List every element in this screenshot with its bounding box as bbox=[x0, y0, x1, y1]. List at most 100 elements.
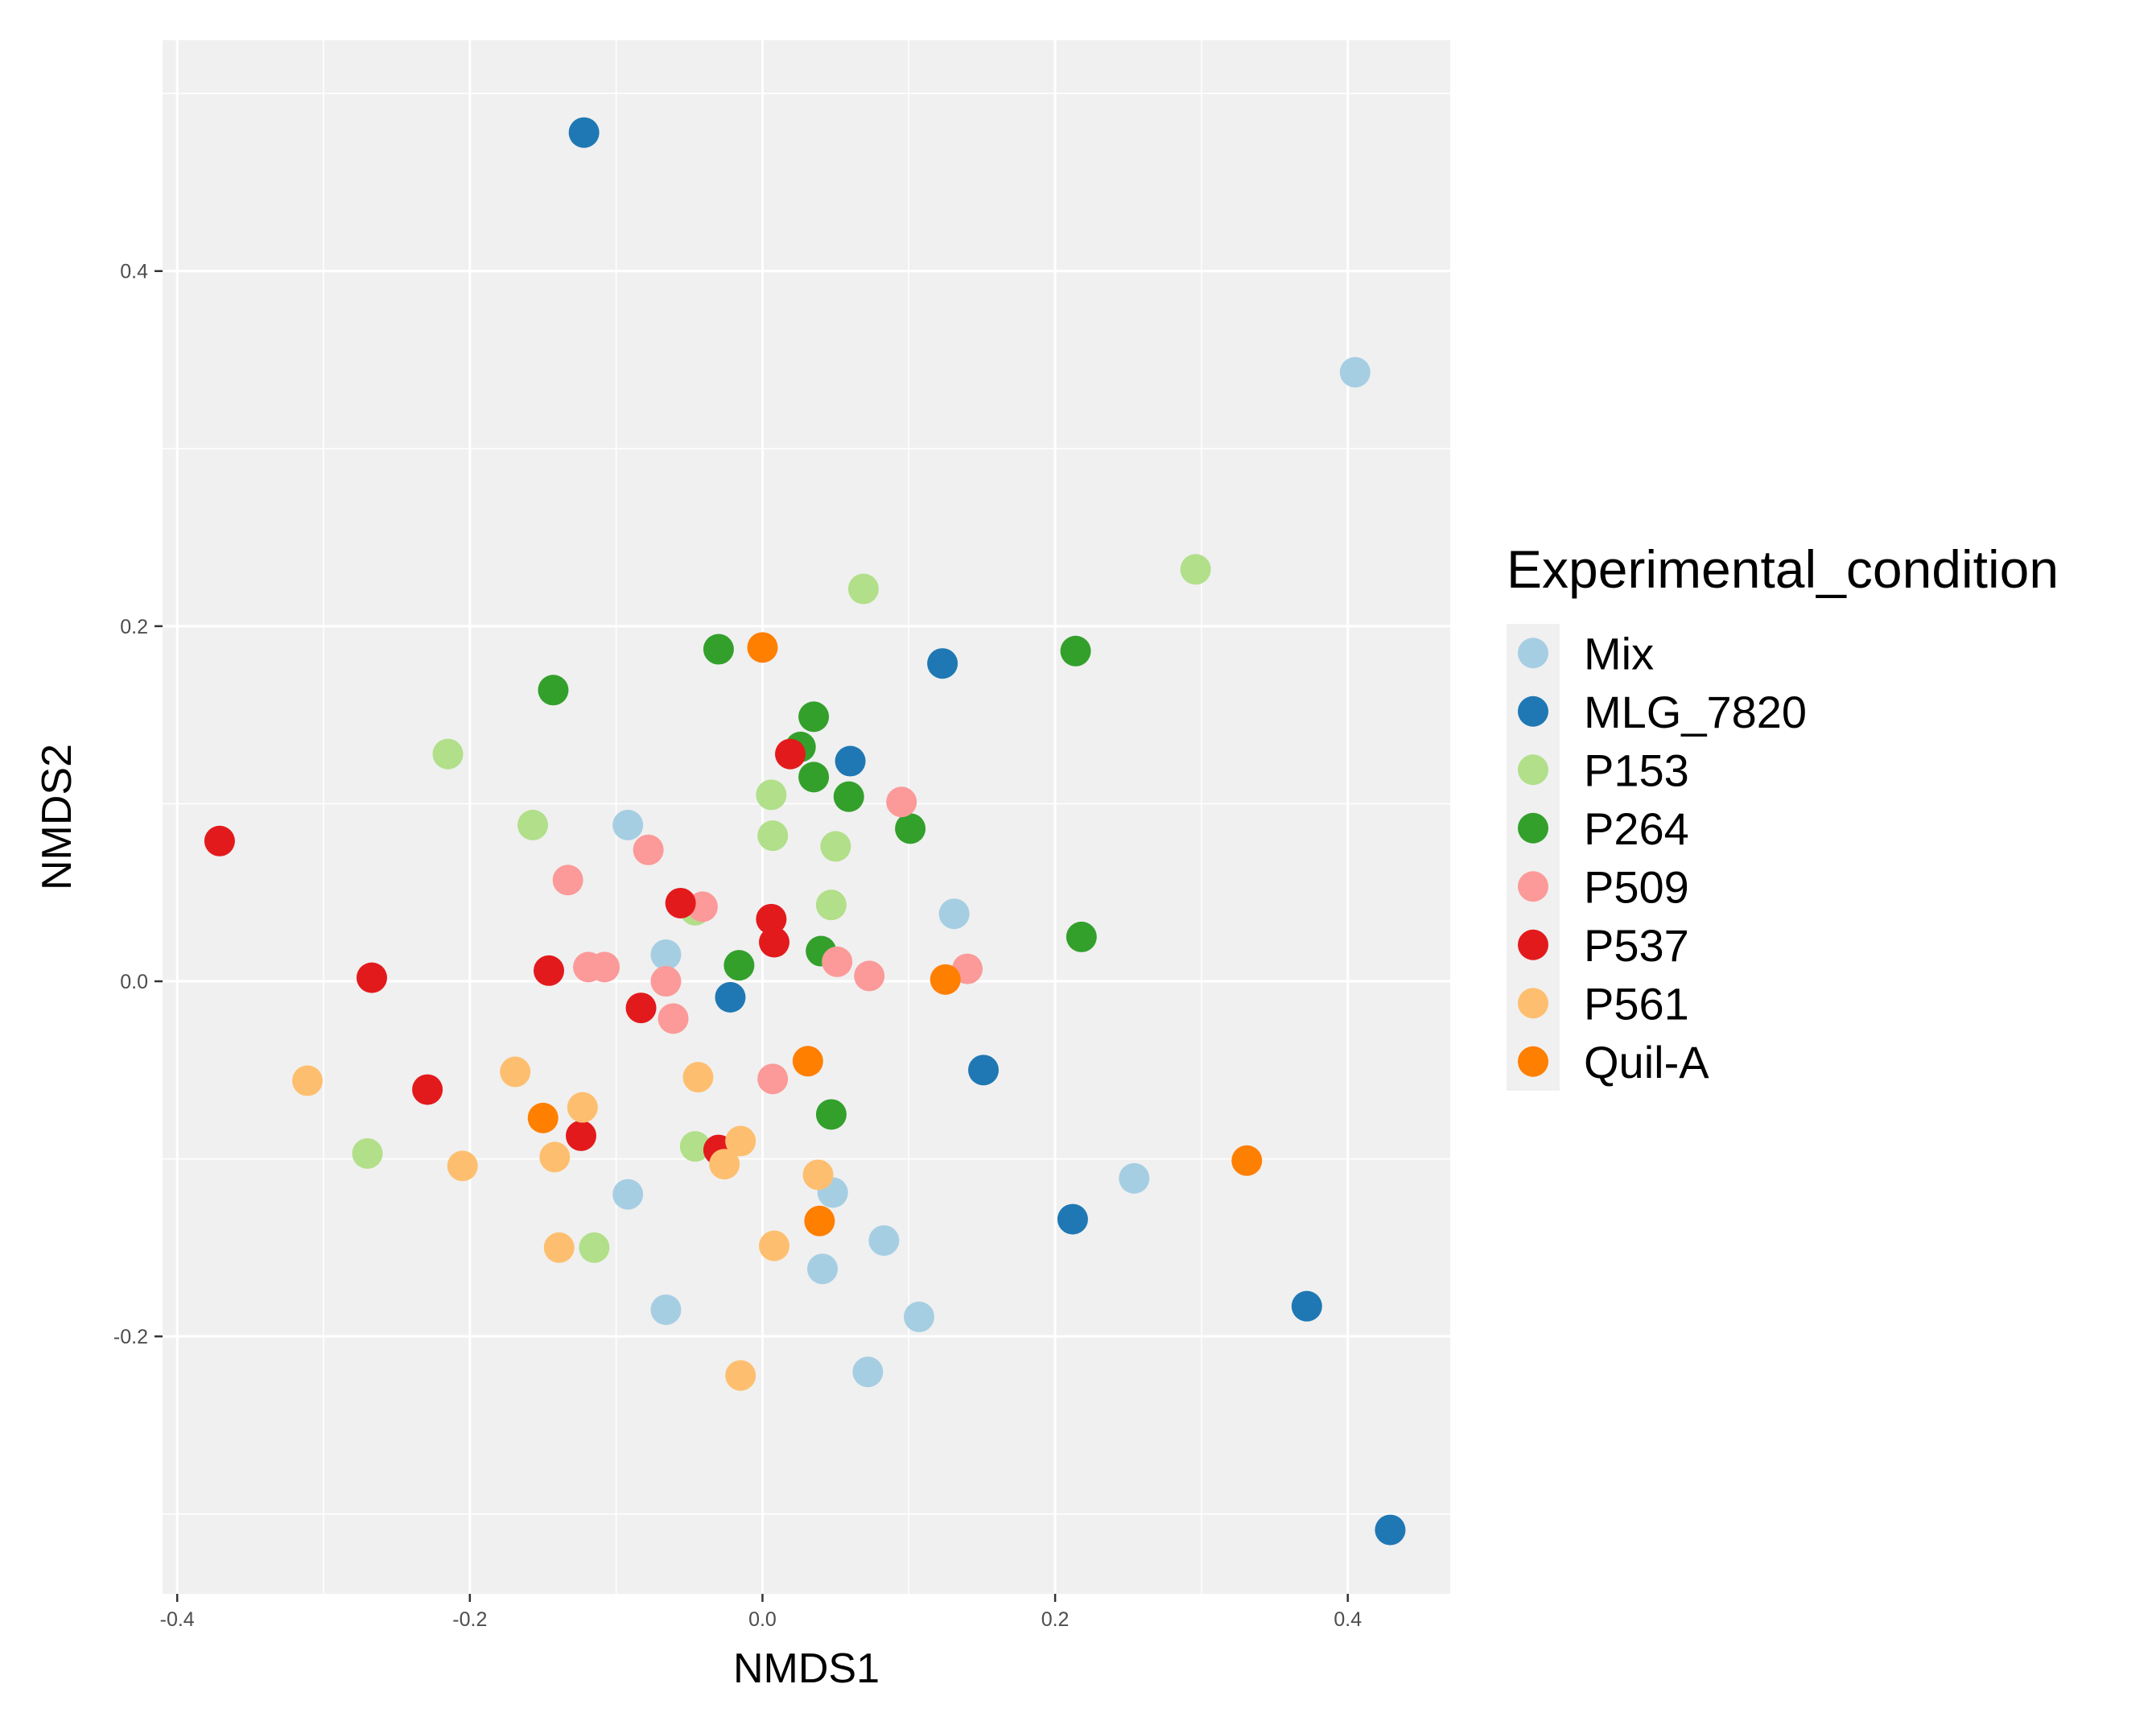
point-p537 bbox=[759, 927, 789, 958]
point-p537 bbox=[357, 962, 387, 993]
legend-key-p561 bbox=[1518, 988, 1548, 1019]
point-mix bbox=[852, 1356, 884, 1388]
point-mlg-7820 bbox=[1057, 1203, 1088, 1235]
legend-label-quil-a: Quil-A bbox=[1584, 1037, 1709, 1088]
point-mix bbox=[650, 939, 682, 970]
point-p561 bbox=[543, 1232, 575, 1263]
point-p264 bbox=[538, 675, 569, 706]
legend-key-mlg-7820 bbox=[1518, 695, 1548, 727]
point-p561 bbox=[682, 1062, 714, 1093]
point-p264 bbox=[798, 701, 830, 733]
point-p561 bbox=[759, 1230, 789, 1261]
point-p537 bbox=[665, 887, 696, 918]
y-tick-label: 0.0 bbox=[120, 971, 148, 993]
x-tick-label: 0.0 bbox=[748, 1608, 777, 1631]
point-mix bbox=[650, 1294, 682, 1326]
legend-key-p537 bbox=[1518, 929, 1548, 960]
point-p153 bbox=[820, 831, 851, 862]
point-p153 bbox=[757, 820, 789, 852]
point-p561 bbox=[567, 1092, 598, 1123]
point-p509 bbox=[552, 865, 583, 896]
point-p561 bbox=[725, 1360, 756, 1391]
legend-key-quil-a bbox=[1518, 1046, 1548, 1077]
legend-key-mix bbox=[1518, 638, 1548, 669]
point-p153 bbox=[756, 779, 787, 811]
point-mix bbox=[868, 1225, 900, 1257]
point-p264 bbox=[833, 781, 864, 812]
legend-label-p264: P264 bbox=[1584, 803, 1689, 854]
point-p561 bbox=[709, 1149, 740, 1180]
point-p153 bbox=[679, 1131, 711, 1162]
x-tick-label: 0.2 bbox=[1041, 1608, 1070, 1631]
legend-items: Mix MLG_7820 P153 P264 P509 P537 P561 Quil-A bbox=[1507, 624, 1807, 1091]
point-p561 bbox=[725, 1125, 756, 1157]
legend-label-p509: P509 bbox=[1584, 861, 1689, 912]
x-tick-label: -0.4 bbox=[160, 1608, 195, 1631]
x-tick-label: 0.4 bbox=[1334, 1608, 1362, 1631]
legend-key-p153 bbox=[1518, 754, 1548, 786]
point-quil-a bbox=[1231, 1145, 1263, 1176]
legend-label-p561: P561 bbox=[1584, 978, 1689, 1029]
point-p537 bbox=[775, 738, 806, 770]
point-p153 bbox=[815, 889, 847, 921]
point-p537 bbox=[204, 825, 235, 856]
legend: Experimental_condition Mix MLG_7820 P153 P2… bbox=[1507, 539, 2059, 1091]
point-p561 bbox=[802, 1159, 834, 1191]
point-p264 bbox=[815, 1099, 847, 1130]
plot-panel bbox=[163, 40, 1450, 1594]
x-axis-title: NMDS1 bbox=[733, 1645, 880, 1692]
point-p264 bbox=[895, 813, 926, 844]
point-mix bbox=[807, 1253, 838, 1285]
point-p264 bbox=[723, 950, 755, 981]
point-p264 bbox=[1066, 921, 1097, 952]
legend-title: Experimental_condition bbox=[1507, 539, 2059, 599]
legend-label-mix: Mix bbox=[1584, 628, 1654, 679]
point-p509 bbox=[633, 834, 664, 865]
point-p509 bbox=[658, 1003, 689, 1034]
point-p509 bbox=[757, 1063, 789, 1095]
point-p509 bbox=[650, 966, 682, 997]
point-mlg-7820 bbox=[835, 745, 866, 777]
point-mix bbox=[612, 809, 644, 840]
point-p509 bbox=[822, 946, 853, 977]
legend-label-mlg-7820: MLG_7820 bbox=[1584, 687, 1807, 737]
point-p561 bbox=[292, 1065, 323, 1096]
point-p264 bbox=[798, 762, 830, 793]
point-mlg-7820 bbox=[715, 981, 746, 1013]
point-p537 bbox=[625, 993, 657, 1024]
point-quil-a bbox=[804, 1205, 835, 1236]
point-mix bbox=[904, 1301, 934, 1332]
point-p509 bbox=[854, 960, 885, 992]
point-mlg-7820 bbox=[568, 117, 600, 148]
point-p153 bbox=[432, 738, 464, 770]
point-p537 bbox=[756, 903, 787, 935]
point-mix bbox=[1339, 357, 1371, 388]
point-mix bbox=[612, 1178, 644, 1210]
point-p153 bbox=[1180, 554, 1211, 585]
point-p153 bbox=[579, 1232, 610, 1263]
x-tick-label: -0.2 bbox=[452, 1608, 487, 1631]
point-p153 bbox=[847, 573, 879, 605]
point-mlg-7820 bbox=[927, 648, 958, 679]
point-mix bbox=[1119, 1162, 1150, 1194]
point-p153 bbox=[517, 809, 548, 840]
point-quil-a bbox=[930, 964, 961, 995]
legend-label-p537: P537 bbox=[1584, 920, 1689, 971]
point-p561 bbox=[447, 1150, 478, 1182]
point-p153 bbox=[352, 1137, 383, 1169]
legend-key-p264 bbox=[1518, 812, 1548, 844]
point-p264 bbox=[1060, 635, 1091, 667]
point-p537 bbox=[566, 1120, 596, 1151]
point-mix bbox=[938, 898, 970, 930]
point-p509 bbox=[886, 786, 917, 818]
y-tick-label: -0.2 bbox=[113, 1326, 148, 1348]
point-mlg-7820 bbox=[1291, 1290, 1322, 1322]
y-tick-label: 0.2 bbox=[120, 616, 148, 638]
legend-label-p153: P153 bbox=[1584, 745, 1689, 795]
data-points bbox=[204, 117, 1406, 1546]
y-tick-label: 0.4 bbox=[120, 261, 148, 283]
point-p561 bbox=[500, 1056, 531, 1088]
point-mlg-7820 bbox=[968, 1055, 999, 1086]
point-quil-a bbox=[747, 632, 778, 663]
